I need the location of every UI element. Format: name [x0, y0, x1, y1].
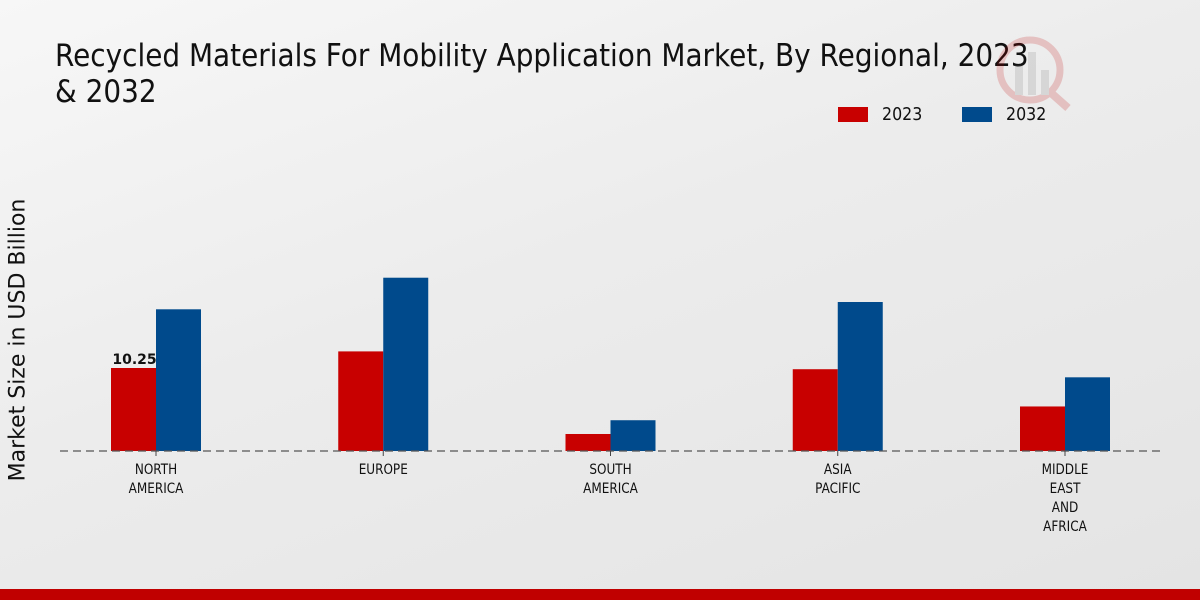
watermark-logo-icon — [996, 36, 1071, 111]
bar-north-america-2023[interactable] — [111, 368, 156, 451]
legend-label-2032: 2032 — [1005, 104, 1047, 125]
x-tick-label-europe: EUROPE — [359, 462, 408, 478]
legend-swatch-2032 — [961, 107, 992, 122]
legend-label-2023: 2023 — [882, 104, 923, 125]
x-tick-label-line: EUROPE — [359, 462, 408, 478]
bar-middle-east-and-africa-2032[interactable] — [1065, 377, 1110, 451]
legend-item-2032[interactable]: 2032 — [961, 104, 1052, 125]
x-tick-label-line: SOUTH — [589, 462, 631, 478]
x-tick-label-line: ASIA — [824, 462, 852, 478]
bar-asia-pacific-2032[interactable] — [837, 302, 883, 451]
x-tick-label-asia-pacific: ASIA PACIFIC — [815, 462, 860, 497]
bar-asia-pacific-2023[interactable] — [792, 369, 838, 451]
x-tick-label-line: MIDDLE — [1042, 462, 1089, 478]
bar-south-america-2023[interactable] — [565, 433, 611, 451]
legend: 2023 2032 — [838, 104, 1086, 125]
footer-bar — [0, 589, 1200, 600]
x-tick-label-line: EAST — [1050, 481, 1081, 497]
legend-swatch-2023 — [838, 107, 868, 122]
x-tick-label-line: AND — [1052, 500, 1078, 516]
bar-south-america-2032[interactable] — [610, 420, 656, 451]
bar-north-america-2032[interactable] — [156, 309, 201, 451]
bar-middle-east-and-africa-2023[interactable] — [1020, 406, 1065, 451]
data-label: 10.25 — [112, 352, 156, 368]
x-tick-label-middle-east-and-africa: MIDDLE EAST AND AFRICA — [1042, 462, 1089, 535]
x-tick-label-line: AFRICA — [1043, 519, 1087, 535]
bar-europe-2032[interactable] — [383, 277, 429, 451]
x-tick-label-south-america: SOUTH AMERICA — [583, 462, 638, 497]
x-tick-label-line: NORTH — [135, 462, 177, 478]
x-tick-label-line: AMERICA — [583, 481, 638, 497]
chart-title: Recycled Materials For Mobility Applicat… — [55, 38, 1029, 110]
x-tick-label-line: PACIFIC — [815, 481, 860, 497]
legend-item-2023[interactable]: 2023 — [838, 104, 928, 125]
x-tick-label-north-america: NORTH AMERICA — [129, 462, 184, 497]
x-tick-label-line: AMERICA — [129, 481, 184, 497]
bar-europe-2023[interactable] — [338, 351, 384, 451]
